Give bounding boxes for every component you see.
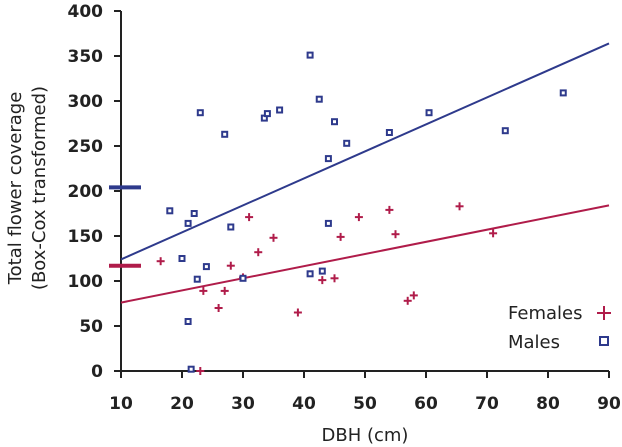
point-female (336, 232, 345, 241)
point-female (409, 291, 418, 300)
point-female (269, 233, 278, 242)
legend-marker-females (597, 306, 611, 320)
point-male (324, 155, 332, 163)
point-female (354, 213, 363, 222)
point-female (455, 202, 464, 211)
point-female (196, 367, 205, 375)
y-tick-label: 250 (68, 137, 104, 157)
legend-label-females: Females (508, 303, 582, 324)
point-male (239, 274, 247, 282)
y-axis-label-line2: (Box-Cox transformed) (29, 86, 50, 290)
point-male (306, 51, 314, 59)
point-male (263, 110, 271, 118)
point-male (227, 223, 235, 231)
y-tick-label: 50 (79, 317, 103, 337)
point-male (196, 109, 204, 117)
point-female (254, 248, 263, 257)
point-male (184, 318, 192, 325)
point-female (489, 229, 498, 238)
x-tick-label: 60 (414, 394, 438, 414)
point-male (324, 219, 332, 227)
point-female (391, 230, 400, 239)
fit-lines (120, 42, 610, 304)
x-tick-label: 80 (536, 394, 560, 414)
point-male (318, 267, 326, 275)
y-tick-label: 100 (68, 272, 104, 292)
mean-markers (109, 185, 141, 268)
x-tick-label: 20 (170, 394, 194, 414)
x-tick-label: 50 (353, 394, 377, 414)
legend-label-males: Males (508, 332, 560, 353)
point-male (221, 130, 229, 138)
x-tick-label: 10 (109, 394, 133, 414)
x-tick-label: 40 (292, 394, 316, 414)
y-tick-label: 350 (68, 47, 104, 67)
point-male (331, 118, 338, 126)
y-tick-label: 150 (68, 227, 104, 247)
x-tick-label: 90 (597, 394, 621, 414)
point-female (385, 205, 394, 214)
point-female (330, 274, 339, 283)
legend: Females Males (508, 303, 611, 353)
point-male (202, 263, 210, 271)
legend-marker-males (599, 336, 609, 346)
point-female (293, 308, 302, 317)
point-male (276, 106, 284, 114)
point-male (193, 275, 201, 283)
point-male (425, 109, 433, 117)
y-tick-label: 200 (68, 182, 104, 202)
point-male (187, 365, 195, 373)
point-female (220, 286, 229, 295)
y-tick-label: 400 (68, 2, 104, 22)
x-tick-label: 30 (231, 394, 255, 414)
point-female (226, 261, 235, 270)
point-male (190, 210, 198, 217)
tick-labels: 10 20 30 40 50 60 70 80 90 0 50 100 150 200 250 300 350 4… (68, 2, 621, 414)
point-female (403, 296, 412, 305)
fit-line-males (120, 42, 610, 261)
x-tick-label: 70 (475, 394, 499, 414)
fit-line-females (120, 204, 610, 304)
point-male (184, 219, 192, 227)
point-male (178, 255, 186, 262)
point-male (166, 207, 174, 215)
data-points (156, 51, 567, 375)
point-male (306, 270, 314, 278)
point-female (214, 304, 223, 312)
point-female (199, 286, 208, 295)
point-female (156, 257, 165, 266)
point-female (245, 213, 254, 222)
y-tick-label: 0 (91, 362, 103, 382)
point-female (318, 276, 327, 285)
point-male (559, 89, 567, 97)
y-tick-label: 300 (68, 92, 104, 112)
point-male (385, 129, 393, 136)
point-male (343, 139, 351, 147)
point-male (315, 95, 323, 103)
x-axis-label: DBH (cm) (322, 425, 409, 446)
y-axis-label-line1: Total flower coverage (5, 92, 26, 286)
point-male (501, 127, 509, 135)
